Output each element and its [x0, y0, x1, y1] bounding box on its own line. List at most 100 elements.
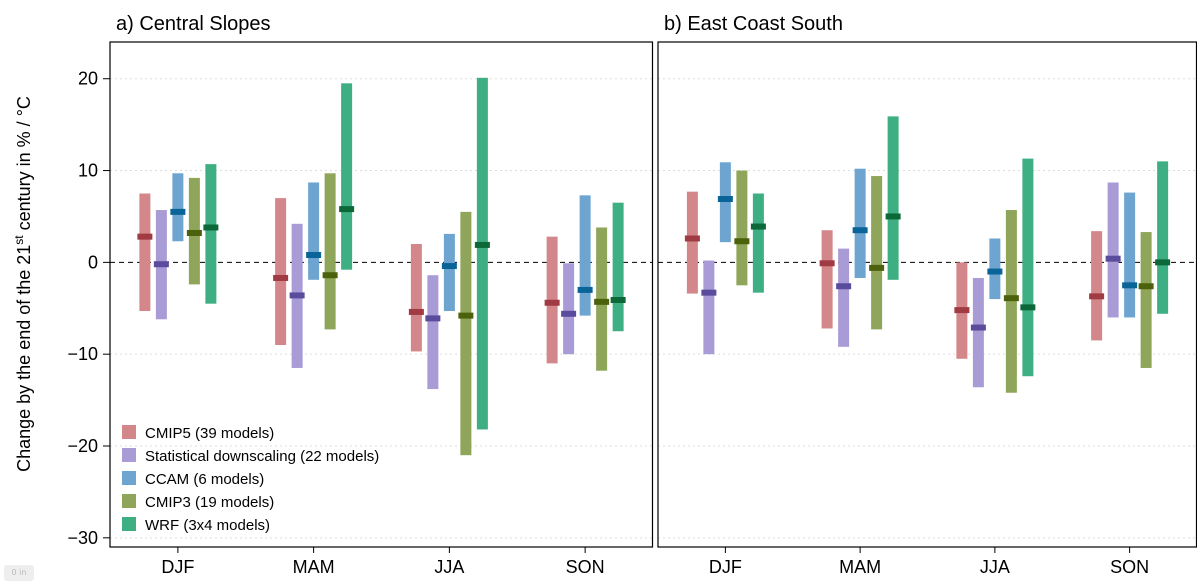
range-bar [1157, 161, 1169, 314]
median-mark [684, 235, 700, 242]
median-mark [186, 229, 202, 236]
range-bar [139, 193, 151, 312]
median-mark [458, 312, 474, 319]
median-mark [594, 298, 610, 305]
range-bar [275, 198, 287, 345]
median-mark [561, 310, 577, 317]
legend-item: Statistical downscaling (22 models) [122, 448, 379, 465]
panel-title: a) Central Slopes [116, 13, 271, 35]
range-bar [1140, 232, 1152, 368]
legend-swatch [122, 517, 136, 531]
median-mark [836, 283, 852, 290]
range-bar [719, 162, 731, 243]
median-mark [577, 286, 593, 293]
median-mark [153, 261, 169, 268]
range-bar [324, 173, 336, 330]
range-bar [752, 193, 764, 293]
median-mark [203, 224, 219, 231]
range-bar [341, 83, 353, 270]
median-mark [1122, 282, 1138, 289]
median-mark [750, 223, 766, 230]
median-mark [954, 307, 970, 314]
range-bar [427, 275, 439, 390]
range-bar [460, 211, 472, 456]
legend-item: CMIP3 (19 models) [122, 494, 274, 511]
range-bar [1022, 158, 1034, 377]
median-mark [610, 297, 626, 304]
range-bar [887, 116, 899, 280]
median-mark [717, 196, 733, 203]
range-bar [686, 191, 698, 294]
x-tick-label: DJF [709, 557, 742, 577]
panel-frame [109, 41, 654, 548]
legend-swatch [122, 448, 136, 462]
median-mark [987, 268, 1003, 275]
median-mark [1155, 259, 1171, 266]
legend-swatch [122, 425, 136, 439]
y-tick-label: 10 [78, 161, 98, 181]
ylabel-superscript: st [12, 235, 26, 245]
median-mark [734, 238, 750, 245]
median-mark [408, 308, 424, 315]
range-bar [1091, 231, 1103, 341]
x-tick-label: MAM [293, 557, 335, 577]
median-mark [306, 252, 322, 259]
median-mark [322, 272, 338, 279]
median-mark [1089, 293, 1105, 300]
median-mark [137, 233, 153, 240]
x-tick-label: JJA [980, 557, 1010, 577]
legend-label: WRF (3x4 models) [145, 517, 270, 534]
median-mark [474, 241, 490, 248]
legend-item: WRF (3x4 models) [122, 517, 270, 534]
legend-label: CMIP3 (19 models) [145, 494, 274, 511]
median-mark [869, 264, 885, 271]
y-tick-label: −20 [67, 436, 98, 456]
median-mark [852, 227, 868, 234]
panel-title: b) East Coast South [664, 13, 843, 35]
range-bar [1124, 192, 1136, 318]
legend-swatch [122, 471, 136, 485]
y-tick-label: 0 [88, 252, 98, 272]
median-mark [970, 324, 986, 331]
median-mark [1105, 255, 1121, 262]
range-bar [172, 173, 184, 242]
corner-badge: 0 in [4, 565, 34, 581]
x-tick-label: DJF [161, 557, 194, 577]
median-mark [170, 208, 186, 215]
legend-label: CMIP5 (39 models) [145, 425, 274, 442]
y-tick-label: −10 [67, 344, 98, 364]
chart-panels: 20 10 0 −10 −20 −30 DJF MAM JJA SON a) Central Slo… [67, 13, 1197, 577]
legend-swatch [122, 494, 136, 508]
median-mark [1020, 304, 1036, 311]
chart-legend: CMIP5 (39 models) Statistical downscaling… [122, 425, 379, 534]
legend-label: Statistical downscaling (22 models) [145, 448, 379, 465]
median-mark [819, 260, 835, 267]
median-mark [273, 274, 289, 281]
panel-central-slopes: DJF MAM JJA SON a) Central Slopes [109, 13, 654, 577]
range-bar [854, 168, 866, 278]
median-mark [1138, 283, 1154, 290]
range-bar [972, 277, 984, 388]
y-tick-label: −30 [67, 528, 98, 548]
range-bar [1005, 210, 1017, 393]
y-tick-label: 20 [78, 69, 98, 89]
legend-item: CCAM (6 models) [122, 471, 264, 488]
median-mark [701, 289, 717, 296]
legend-label: CCAM (6 models) [145, 471, 264, 488]
range-bar [612, 202, 624, 332]
range-bar [871, 176, 883, 330]
median-mark [885, 213, 901, 220]
median-mark [289, 292, 305, 299]
range-bar [736, 170, 748, 286]
range-bar [579, 195, 591, 316]
median-mark [1003, 295, 1019, 302]
range-bar [476, 77, 488, 430]
range-bar [410, 244, 422, 352]
range-bar [1107, 182, 1119, 318]
range-bar [443, 233, 455, 312]
x-tick-label: SON [566, 557, 605, 577]
median-mark [544, 299, 560, 306]
range-bar [703, 260, 715, 355]
median-mark [339, 206, 355, 213]
